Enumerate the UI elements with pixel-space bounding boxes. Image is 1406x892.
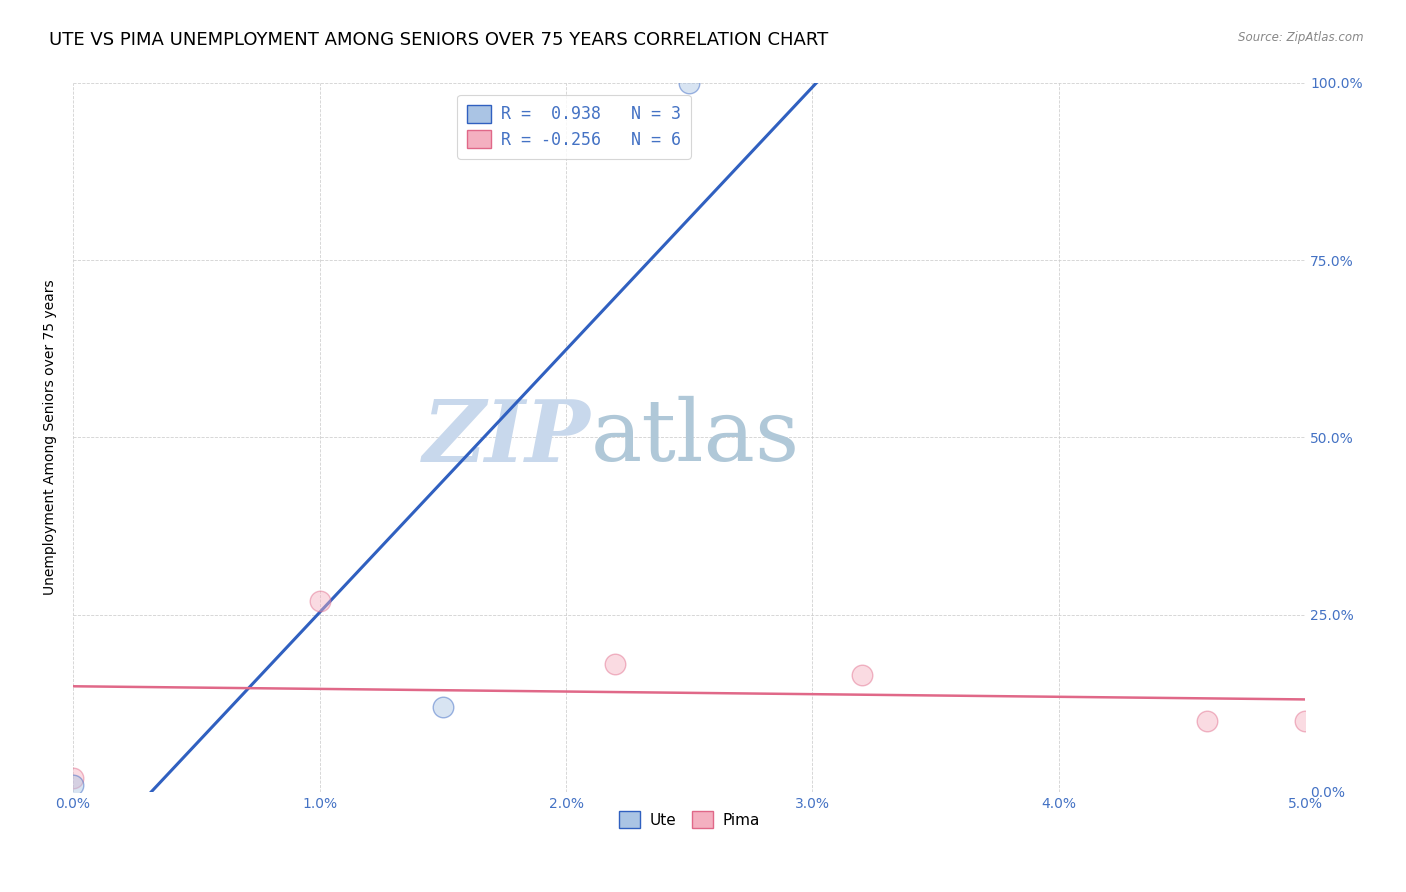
Point — [678, 76, 700, 90]
Text: UTE VS PIMA UNEMPLOYMENT AMONG SENIORS OVER 75 YEARS CORRELATION CHART: UTE VS PIMA UNEMPLOYMENT AMONG SENIORS O… — [49, 31, 828, 49]
Y-axis label: Unemployment Among Seniors over 75 years: Unemployment Among Seniors over 75 years — [44, 279, 58, 595]
Point — [851, 668, 873, 682]
Text: Source: ZipAtlas.com: Source: ZipAtlas.com — [1239, 31, 1364, 45]
Text: ZIP: ZIP — [423, 396, 591, 479]
Point — [1294, 714, 1316, 728]
Point — [308, 593, 330, 607]
Text: atlas: atlas — [591, 396, 800, 479]
Legend: Ute, Pima: Ute, Pima — [613, 805, 766, 834]
Point — [432, 699, 454, 714]
Point — [605, 657, 627, 672]
Point — [1195, 714, 1218, 728]
Point — [62, 778, 84, 792]
Point — [62, 771, 84, 785]
